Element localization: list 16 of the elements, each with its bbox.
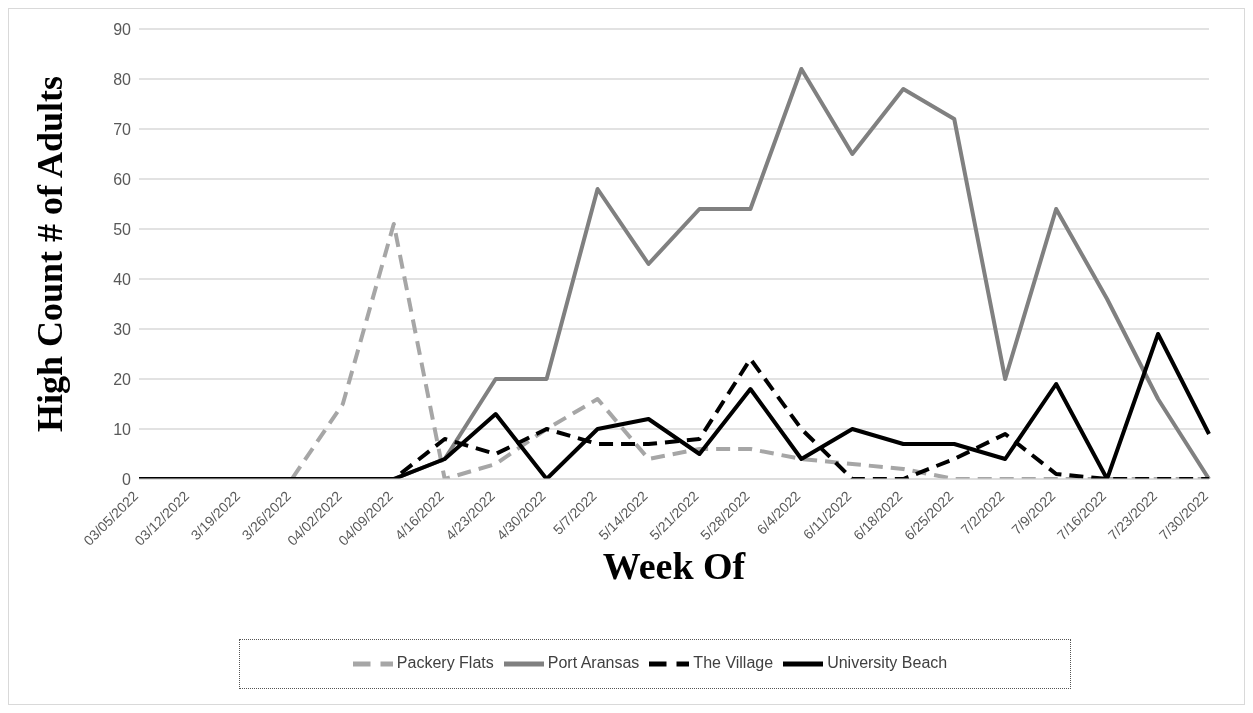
legend-label: Packery Flats <box>396 654 494 672</box>
y-tick-label: 70 <box>113 120 132 138</box>
y-tick-label: 80 <box>113 70 132 88</box>
y-tick-label: 0 <box>122 470 132 488</box>
x-axis-title: Week Of <box>602 545 747 587</box>
legend-label: Port Aransas <box>547 654 640 672</box>
legend-label: University Beach <box>827 654 948 672</box>
y-tick-label: 50 <box>113 220 132 238</box>
legend-label: The Village <box>693 654 774 672</box>
y-tick-label: 90 <box>113 20 132 38</box>
y-tick-label: 30 <box>113 320 132 338</box>
y-tick-label: 20 <box>113 370 132 388</box>
y-axis-title: High Count # of Adults <box>29 75 70 433</box>
y-tick-label: 10 <box>113 420 132 438</box>
y-tick-label: 60 <box>113 170 132 188</box>
y-tick-label: 40 <box>113 270 132 288</box>
